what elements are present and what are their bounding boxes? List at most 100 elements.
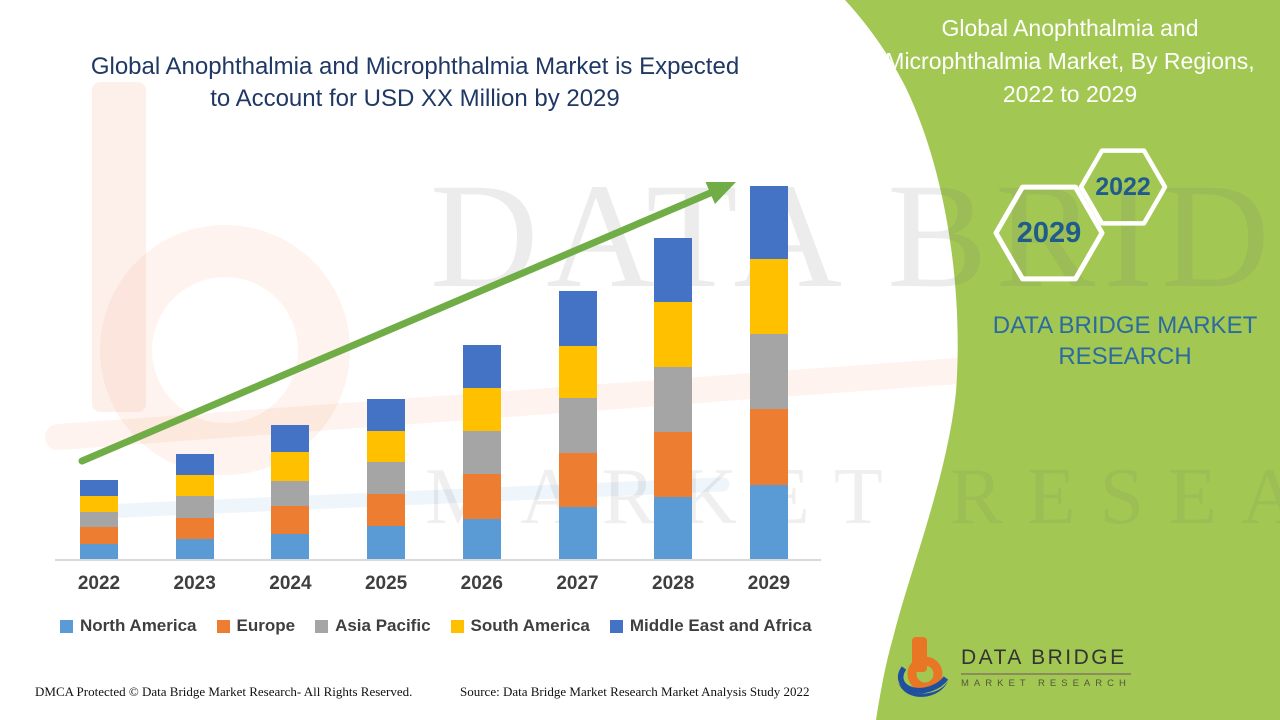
axis-label-2028: 2028 bbox=[652, 573, 695, 594]
legend-item-asia-pacific: Asia Pacific bbox=[315, 616, 431, 636]
trend-arrow-head-icon bbox=[705, 181, 736, 205]
bar-2029 bbox=[749, 186, 788, 560]
bar-segment-asia-pacific bbox=[749, 334, 788, 409]
databridge-logo: DATA BRIDGE MARKET RESEARCH bbox=[895, 636, 1131, 698]
hexagons-graphic bbox=[993, 148, 1168, 282]
bar-segment-europe bbox=[175, 518, 214, 539]
bar-segment-south-america bbox=[462, 388, 501, 431]
bar-2027 bbox=[558, 291, 597, 560]
bar-segment-asia-pacific bbox=[462, 431, 501, 474]
legend-swatch-icon bbox=[609, 619, 623, 633]
legend-label: Middle East and Africa bbox=[629, 616, 812, 635]
x-axis-line bbox=[55, 559, 821, 561]
bar-segment-europe bbox=[271, 506, 310, 534]
axis-label-2027: 2027 bbox=[556, 573, 599, 594]
panel-title-line3: 2022 to 2029 bbox=[1002, 81, 1138, 107]
bar-segment-middle-east-and-africa bbox=[462, 345, 501, 388]
bar-segment-north-america bbox=[367, 526, 406, 560]
hexagon-year-2029: 2029 bbox=[1016, 217, 1082, 249]
legend-swatch-icon bbox=[450, 619, 464, 633]
bar-2024 bbox=[271, 425, 310, 560]
legend-item-middle-east-and-africa: Middle East and Africa bbox=[609, 616, 812, 636]
axis-label-2029: 2029 bbox=[747, 573, 791, 594]
brand-text: DATA BRIDGE MARKET RESEARCH bbox=[940, 310, 1280, 372]
axis-label-2026: 2026 bbox=[460, 573, 503, 594]
bar-segment-south-america bbox=[558, 346, 597, 398]
bar-segment-north-america bbox=[175, 539, 214, 560]
bar-segment-europe bbox=[80, 527, 118, 544]
bar-segment-europe bbox=[462, 474, 501, 519]
hexagon-year-2022: 2022 bbox=[1095, 173, 1151, 201]
bar-segment-asia-pacific bbox=[654, 367, 693, 432]
bar-segment-middle-east-and-africa bbox=[749, 186, 788, 259]
bar-segment-europe bbox=[749, 409, 788, 485]
trend-arrow-line bbox=[78, 189, 714, 465]
bar-2022 bbox=[80, 480, 118, 560]
bar-segment-north-america bbox=[271, 534, 310, 560]
axis-label-2024: 2024 bbox=[269, 573, 312, 594]
axis-label-2025: 2025 bbox=[364, 573, 408, 594]
footer-dmca-text: DMCA Protected © Data Bridge Market Rese… bbox=[35, 684, 413, 699]
bar-segment-middle-east-and-africa bbox=[271, 425, 310, 452]
axis-label-2022: 2022 bbox=[77, 573, 121, 594]
legend-swatch-icon bbox=[60, 619, 73, 633]
bar-2023 bbox=[175, 454, 214, 560]
bar-segment-middle-east-and-africa bbox=[654, 238, 693, 302]
legend-item-south-america: South America bbox=[450, 616, 590, 636]
bar-segment-asia-pacific bbox=[558, 398, 597, 453]
bar-segment-south-america bbox=[749, 259, 788, 334]
bar-segment-south-america bbox=[654, 302, 693, 367]
bar-segment-asia-pacific bbox=[175, 496, 214, 518]
bar-2026 bbox=[462, 345, 501, 560]
bar-2028 bbox=[654, 238, 693, 560]
bar-segment-asia-pacific bbox=[271, 481, 310, 506]
legend-swatch-icon bbox=[216, 619, 230, 633]
bar-segment-south-america bbox=[80, 496, 118, 512]
bar-segment-north-america bbox=[749, 485, 788, 560]
panel-title: Global Anophthalmia and Microphthalmia M… bbox=[868, 12, 1272, 111]
bar-segment-middle-east-and-africa bbox=[175, 454, 214, 475]
bar-segment-north-america bbox=[80, 544, 118, 560]
databridge-logo-b-icon bbox=[897, 637, 949, 697]
panel-title-line1: Global Anophthalmia and bbox=[941, 15, 1199, 41]
page-title-line1: Global Anophthalmia and Microphthalmia M… bbox=[90, 53, 740, 80]
green-panel-shape bbox=[845, 0, 1280, 720]
hexagon-2022-outline bbox=[1078, 148, 1168, 226]
bar-segment-europe bbox=[654, 432, 693, 497]
axis-label-2023: 2023 bbox=[173, 573, 216, 594]
legend-label: Europe bbox=[236, 616, 296, 635]
bar-segment-asia-pacific bbox=[80, 512, 118, 527]
bar-segment-middle-east-and-africa bbox=[367, 399, 406, 431]
page-title: Global Anophthalmia and Microphthalmia M… bbox=[30, 51, 800, 115]
footer-source-text: Source: Data Bridge Market Research Mark… bbox=[460, 684, 810, 699]
bar-segment-south-america bbox=[175, 475, 214, 496]
brand-text-line1: DATA BRIDGE MARKET bbox=[992, 312, 1258, 339]
bar-segment-europe bbox=[558, 453, 597, 507]
legend-label: Asia Pacific bbox=[335, 616, 431, 635]
legend-item-europe: Europe bbox=[216, 616, 296, 636]
legend: North America Europe Asia Pacific South Ame… bbox=[60, 616, 812, 636]
bar-segment-north-america bbox=[654, 497, 693, 560]
legend-swatch-icon bbox=[315, 619, 329, 633]
panel-title-line2: Microphthalmia Market, By Regions, bbox=[885, 48, 1255, 74]
bar-segment-europe bbox=[367, 494, 406, 526]
bar-segment-north-america bbox=[558, 507, 597, 560]
bar-segment-middle-east-and-africa bbox=[80, 480, 118, 496]
hexagon-2029-outline bbox=[993, 184, 1105, 282]
logo-name: DATA BRIDGE bbox=[961, 646, 1131, 675]
bar-segment-south-america bbox=[271, 452, 310, 481]
bar-segment-middle-east-and-africa bbox=[558, 291, 597, 346]
brand-text-line2: RESEARCH bbox=[1058, 343, 1192, 370]
legend-item-north-america: North America bbox=[60, 616, 197, 636]
bar-segment-south-america bbox=[367, 431, 406, 462]
bar-2025 bbox=[367, 399, 406, 560]
legend-label: South America bbox=[470, 616, 590, 635]
bar-segment-north-america bbox=[462, 519, 501, 560]
legend-label: North America bbox=[80, 616, 197, 635]
page-title-line2: to Account for USD XX Million by 2029 bbox=[210, 85, 620, 112]
logo-tagline: MARKET RESEARCH bbox=[961, 677, 1131, 689]
